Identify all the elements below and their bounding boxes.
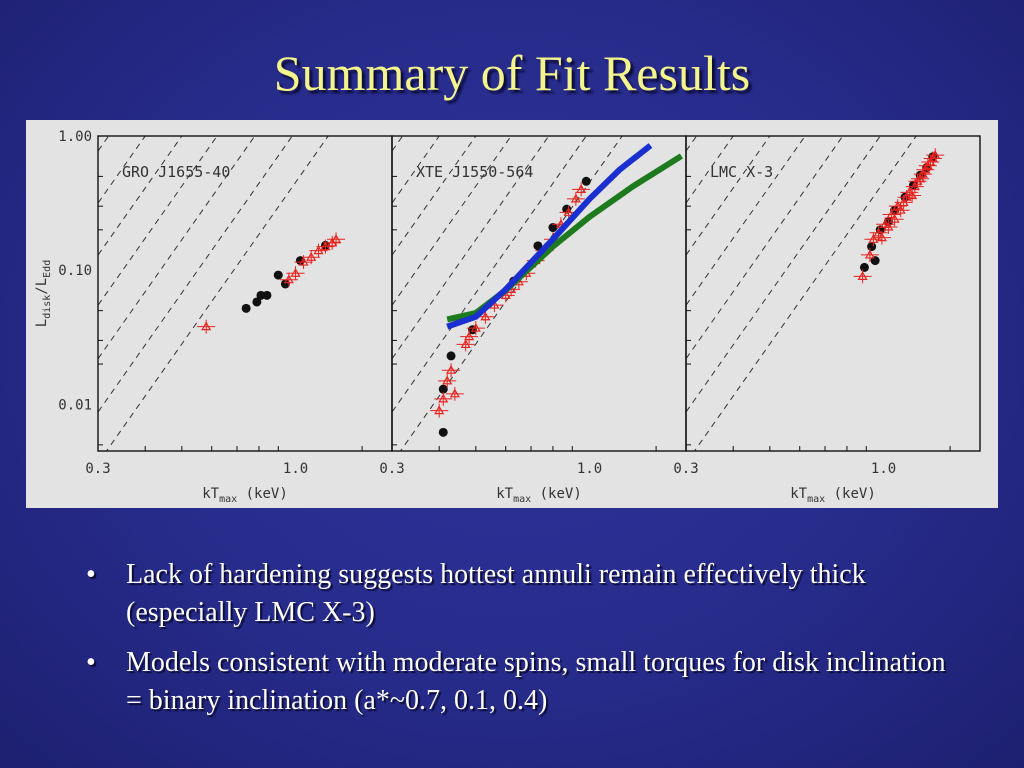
dashed-reference-line	[98, 136, 293, 413]
data-triangle	[864, 249, 875, 259]
dashed-reference-line	[686, 136, 844, 360]
data-triangle	[883, 221, 894, 231]
data-triangle	[912, 176, 923, 185]
dashed-reference-line	[98, 136, 218, 307]
dashed-reference-line	[98, 136, 256, 360]
data-point	[273, 270, 283, 280]
data-point	[252, 297, 262, 307]
data-point	[548, 223, 558, 233]
dashed-reference-line	[686, 136, 806, 307]
bullet-icon: •	[86, 559, 96, 590]
data-triangle	[930, 149, 941, 159]
dashed-reference-line	[98, 136, 183, 256]
data-triangle	[331, 234, 342, 243]
data-triangle	[446, 364, 457, 374]
data-triangle	[576, 184, 587, 194]
y-axis-label: Ldisk/LEdd	[34, 260, 53, 327]
data-point	[262, 290, 272, 300]
data-point	[438, 427, 448, 437]
data-triangle	[460, 339, 471, 349]
data-point	[446, 351, 456, 361]
dashed-reference-line	[98, 136, 110, 152]
data-point	[581, 176, 591, 186]
slide-title: Summary of Fit Results	[273, 45, 751, 101]
plot-frame	[97, 135, 393, 452]
data-triangle	[898, 197, 909, 207]
data-triangle	[563, 207, 574, 216]
data-point	[859, 262, 869, 272]
data-triangle	[480, 311, 491, 321]
dashed-reference-line	[98, 136, 146, 204]
data-point	[241, 303, 251, 313]
fit-results-chart: GRO J1655-40 0.3 1.0 kTmax (keV) 1.00 0.10 0.0…	[34, 129, 981, 505]
data-triangle	[442, 375, 453, 385]
chart-panel: GRO J1655-40 0.3 1.0 kTmax (keV) 1.00 0.10 0.0…	[34, 129, 393, 505]
data-triangle	[283, 274, 294, 284]
data-triangle	[907, 190, 918, 200]
bullet-item: • Lack of hardening suggests hottest ann…	[84, 556, 964, 632]
dashed-reference-line	[686, 136, 881, 413]
bullet-text: Models consistent with moderate spins, s…	[126, 647, 946, 716]
dashed-reference-line	[686, 136, 698, 152]
bullet-text: Lack of hardening suggests hottest annul…	[126, 559, 866, 628]
data-triangle	[909, 181, 920, 191]
panel-title: LMC X-3	[710, 163, 773, 181]
data-triangle	[886, 209, 897, 219]
x-tick-label: 0.3	[379, 461, 404, 477]
x-axis-label: kTmax (keV)	[496, 486, 582, 505]
dashed-reference-line	[105, 136, 329, 451]
chart-panel: LMC X-3 0.3 1.0 kTmax (keV)	[673, 135, 981, 505]
plot-frame	[685, 135, 981, 452]
data-triangle	[449, 388, 460, 398]
x-tick-label: 1.0	[871, 461, 896, 477]
data-triangle	[873, 227, 884, 237]
data-triangle	[917, 168, 928, 178]
x-axis-label: kTmax (keV)	[790, 486, 876, 505]
blue-model-line	[446, 143, 653, 330]
bullet-list: • Lack of hardening suggests hottest ann…	[84, 556, 964, 732]
x-tick-label: 0.3	[85, 461, 110, 477]
data-group	[430, 143, 683, 437]
dashed-reference-line	[693, 136, 917, 451]
x-tick-label: 0.3	[673, 461, 698, 477]
dashed-reference-line	[392, 136, 404, 152]
panel-title: GRO J1655-40	[122, 163, 230, 181]
panel-title: XTE J1550-564	[416, 163, 533, 181]
data-triangle	[895, 204, 906, 214]
data-triangle	[201, 321, 212, 331]
data-triangle	[570, 193, 581, 203]
y-tick-label: 0.01	[58, 397, 92, 413]
data-point	[280, 279, 290, 289]
y-tick-label: 0.10	[58, 263, 92, 279]
data-triangle	[434, 405, 445, 415]
reference-lines	[686, 136, 917, 451]
data-point	[533, 241, 543, 251]
x-tick-label: 1.0	[577, 461, 602, 477]
data-triangle	[915, 173, 926, 183]
dashed-reference-line	[392, 136, 440, 204]
fit-results-figure: GRO J1655-40 0.3 1.0 kTmax (keV) 1.00 0.10 0.0…	[26, 120, 998, 508]
data-triangle	[868, 234, 879, 243]
data-triangle	[889, 213, 900, 223]
bullet-icon: •	[86, 647, 96, 678]
data-point	[438, 384, 448, 394]
data-triangle	[298, 256, 309, 266]
data-triangle	[306, 252, 317, 261]
bullet-item: • Models consistent with moderate spins,…	[84, 644, 964, 720]
data-group	[197, 232, 346, 334]
y-tick-label: 1.00	[58, 129, 92, 145]
data-point	[867, 242, 877, 252]
data-triangle	[290, 268, 301, 277]
data-point	[295, 256, 305, 266]
chart-panel: XTE J1550-564 0.3 1.0 kTmax (keV)	[379, 135, 687, 505]
x-tick-label: 1.0	[283, 461, 308, 477]
x-axis-label: kTmax (keV)	[202, 486, 288, 505]
data-triangle	[857, 271, 868, 280]
data-group	[853, 148, 945, 284]
data-triangle	[470, 322, 481, 332]
data-triangle	[438, 393, 449, 403]
reference-lines	[98, 136, 329, 451]
data-triangle	[464, 331, 475, 341]
data-triangle	[876, 232, 887, 242]
